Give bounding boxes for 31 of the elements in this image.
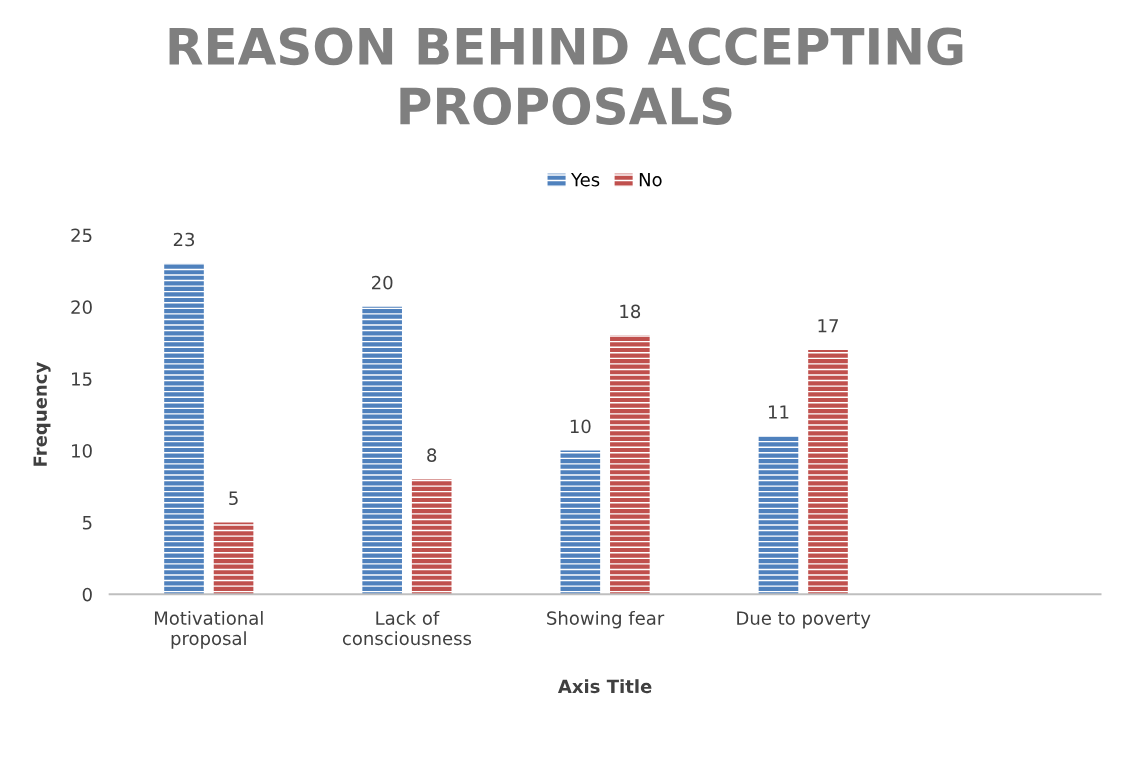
data-label: 8 bbox=[427, 448, 437, 462]
data-label: 17 bbox=[818, 319, 838, 333]
bar bbox=[610, 335, 650, 595]
data-label: 10 bbox=[570, 419, 591, 434]
y-tick-label: 0 bbox=[82, 587, 92, 602]
data-label: 5 bbox=[229, 491, 238, 506]
y-tick-label: 20 bbox=[71, 300, 92, 314]
chart-title: REASON BEHIND ACCEPTING PROPOSALS bbox=[169, 27, 963, 126]
y-tick-label: 5 bbox=[82, 516, 92, 530]
y-tick-label: 15 bbox=[72, 372, 92, 386]
legend-label: No bbox=[639, 173, 662, 187]
x-tick-label: Motivational proposal bbox=[154, 610, 263, 649]
y-tick-label: 25 bbox=[71, 228, 92, 243]
bar bbox=[164, 263, 204, 595]
bar bbox=[758, 436, 799, 595]
bar bbox=[411, 479, 452, 595]
data-label: 11 bbox=[768, 405, 789, 419]
x-tick-label: Lack of consciousness bbox=[342, 610, 472, 646]
legend-label: Yes bbox=[570, 173, 600, 187]
data-label: 20 bbox=[372, 275, 393, 290]
x-axis-title: Axis Title bbox=[557, 679, 652, 694]
data-label: 18 bbox=[620, 304, 641, 319]
data-label: 23 bbox=[173, 232, 195, 247]
y-axis-title: Frequency bbox=[33, 362, 51, 466]
bar bbox=[560, 450, 601, 595]
bar bbox=[362, 306, 402, 595]
bar bbox=[808, 349, 848, 595]
x-tick-label: Showing fear bbox=[547, 610, 665, 629]
x-tick-label: Due to poverty bbox=[737, 611, 871, 629]
y-tick-label: 10 bbox=[72, 444, 92, 458]
bar bbox=[213, 522, 254, 595]
